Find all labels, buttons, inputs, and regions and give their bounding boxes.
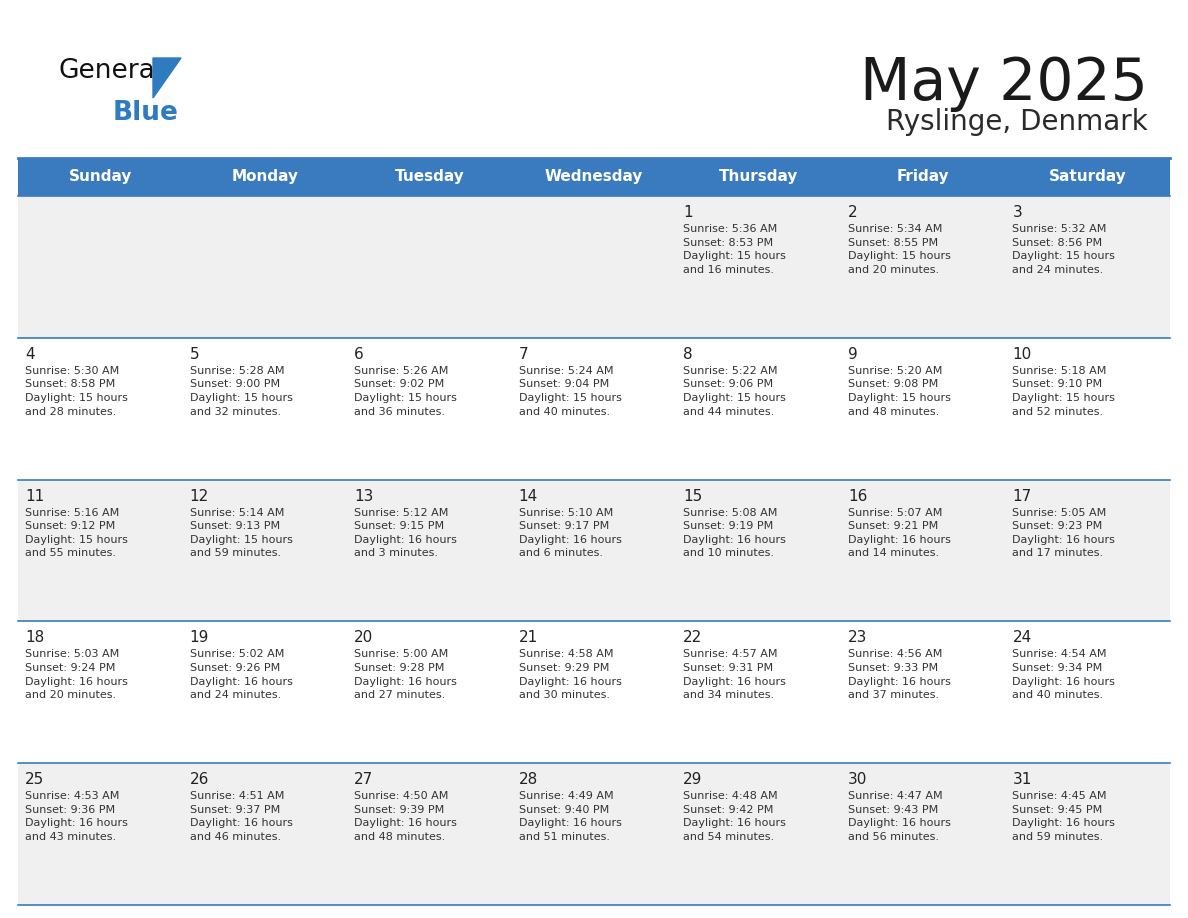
- Text: Sunrise: 4:57 AM
Sunset: 9:31 PM
Daylight: 16 hours
and 34 minutes.: Sunrise: 4:57 AM Sunset: 9:31 PM Dayligh…: [683, 649, 786, 700]
- Text: 5: 5: [190, 347, 200, 362]
- Bar: [183, 158, 347, 196]
- Text: Sunrise: 5:14 AM
Sunset: 9:13 PM
Daylight: 15 hours
and 59 minutes.: Sunrise: 5:14 AM Sunset: 9:13 PM Dayligh…: [190, 508, 292, 558]
- Text: Sunrise: 5:08 AM
Sunset: 9:19 PM
Daylight: 16 hours
and 10 minutes.: Sunrise: 5:08 AM Sunset: 9:19 PM Dayligh…: [683, 508, 786, 558]
- Text: Sunrise: 5:20 AM
Sunset: 9:08 PM
Daylight: 15 hours
and 48 minutes.: Sunrise: 5:20 AM Sunset: 9:08 PM Dayligh…: [848, 365, 950, 417]
- Text: Friday: Friday: [897, 170, 949, 185]
- Bar: [512, 158, 676, 196]
- Text: Sunrise: 5:00 AM
Sunset: 9:28 PM
Daylight: 16 hours
and 27 minutes.: Sunrise: 5:00 AM Sunset: 9:28 PM Dayligh…: [354, 649, 457, 700]
- Text: Sunrise: 4:58 AM
Sunset: 9:29 PM
Daylight: 16 hours
and 30 minutes.: Sunrise: 4:58 AM Sunset: 9:29 PM Dayligh…: [519, 649, 621, 700]
- Text: 17: 17: [1012, 488, 1031, 504]
- Text: 24: 24: [1012, 631, 1031, 645]
- Text: Sunrise: 5:36 AM
Sunset: 8:53 PM
Daylight: 15 hours
and 16 minutes.: Sunrise: 5:36 AM Sunset: 8:53 PM Dayligh…: [683, 224, 786, 274]
- Text: Sunrise: 4:51 AM
Sunset: 9:37 PM
Daylight: 16 hours
and 46 minutes.: Sunrise: 4:51 AM Sunset: 9:37 PM Dayligh…: [190, 791, 292, 842]
- Text: May 2025: May 2025: [860, 55, 1148, 112]
- Bar: [18, 196, 1170, 338]
- Text: 20: 20: [354, 631, 373, 645]
- Text: 21: 21: [519, 631, 538, 645]
- Bar: [18, 621, 1170, 763]
- Text: 18: 18: [25, 631, 44, 645]
- Text: Sunrise: 4:54 AM
Sunset: 9:34 PM
Daylight: 16 hours
and 40 minutes.: Sunrise: 4:54 AM Sunset: 9:34 PM Dayligh…: [1012, 649, 1116, 700]
- Text: 31: 31: [1012, 772, 1032, 788]
- Text: 10: 10: [1012, 347, 1031, 362]
- Text: 11: 11: [25, 488, 44, 504]
- Text: Sunrise: 4:47 AM
Sunset: 9:43 PM
Daylight: 16 hours
and 56 minutes.: Sunrise: 4:47 AM Sunset: 9:43 PM Dayligh…: [848, 791, 950, 842]
- Text: Sunrise: 5:10 AM
Sunset: 9:17 PM
Daylight: 16 hours
and 6 minutes.: Sunrise: 5:10 AM Sunset: 9:17 PM Dayligh…: [519, 508, 621, 558]
- Text: Sunrise: 5:05 AM
Sunset: 9:23 PM
Daylight: 16 hours
and 17 minutes.: Sunrise: 5:05 AM Sunset: 9:23 PM Dayligh…: [1012, 508, 1116, 558]
- Text: 4: 4: [25, 347, 34, 362]
- Text: Sunrise: 5:12 AM
Sunset: 9:15 PM
Daylight: 16 hours
and 3 minutes.: Sunrise: 5:12 AM Sunset: 9:15 PM Dayligh…: [354, 508, 457, 558]
- Bar: [18, 479, 1170, 621]
- Text: Sunrise: 4:53 AM
Sunset: 9:36 PM
Daylight: 16 hours
and 43 minutes.: Sunrise: 4:53 AM Sunset: 9:36 PM Dayligh…: [25, 791, 128, 842]
- Text: Blue: Blue: [113, 100, 179, 126]
- Text: Sunrise: 5:16 AM
Sunset: 9:12 PM
Daylight: 15 hours
and 55 minutes.: Sunrise: 5:16 AM Sunset: 9:12 PM Dayligh…: [25, 508, 128, 558]
- Text: 19: 19: [190, 631, 209, 645]
- Text: 3: 3: [1012, 205, 1022, 220]
- Text: 29: 29: [683, 772, 702, 788]
- Bar: [1005, 158, 1170, 196]
- Text: Sunrise: 4:45 AM
Sunset: 9:45 PM
Daylight: 16 hours
and 59 minutes.: Sunrise: 4:45 AM Sunset: 9:45 PM Dayligh…: [1012, 791, 1116, 842]
- Text: General: General: [58, 58, 162, 84]
- Text: Sunrise: 5:34 AM
Sunset: 8:55 PM
Daylight: 15 hours
and 20 minutes.: Sunrise: 5:34 AM Sunset: 8:55 PM Dayligh…: [848, 224, 950, 274]
- Text: Thursday: Thursday: [719, 170, 798, 185]
- Bar: [18, 158, 183, 196]
- Polygon shape: [153, 58, 181, 98]
- Text: Sunrise: 4:49 AM
Sunset: 9:40 PM
Daylight: 16 hours
and 51 minutes.: Sunrise: 4:49 AM Sunset: 9:40 PM Dayligh…: [519, 791, 621, 842]
- Text: 7: 7: [519, 347, 529, 362]
- Bar: [18, 763, 1170, 905]
- Bar: [18, 338, 1170, 479]
- Text: Monday: Monday: [232, 170, 298, 185]
- Text: 9: 9: [848, 347, 858, 362]
- Text: Sunday: Sunday: [69, 170, 132, 185]
- Text: Sunrise: 5:32 AM
Sunset: 8:56 PM
Daylight: 15 hours
and 24 minutes.: Sunrise: 5:32 AM Sunset: 8:56 PM Dayligh…: [1012, 224, 1116, 274]
- Text: 16: 16: [848, 488, 867, 504]
- Text: Sunrise: 5:03 AM
Sunset: 9:24 PM
Daylight: 16 hours
and 20 minutes.: Sunrise: 5:03 AM Sunset: 9:24 PM Dayligh…: [25, 649, 128, 700]
- Text: Sunrise: 5:30 AM
Sunset: 8:58 PM
Daylight: 15 hours
and 28 minutes.: Sunrise: 5:30 AM Sunset: 8:58 PM Dayligh…: [25, 365, 128, 417]
- Text: Sunrise: 5:02 AM
Sunset: 9:26 PM
Daylight: 16 hours
and 24 minutes.: Sunrise: 5:02 AM Sunset: 9:26 PM Dayligh…: [190, 649, 292, 700]
- Text: Sunrise: 5:22 AM
Sunset: 9:06 PM
Daylight: 15 hours
and 44 minutes.: Sunrise: 5:22 AM Sunset: 9:06 PM Dayligh…: [683, 365, 786, 417]
- Bar: [347, 158, 512, 196]
- Text: Sunrise: 4:50 AM
Sunset: 9:39 PM
Daylight: 16 hours
and 48 minutes.: Sunrise: 4:50 AM Sunset: 9:39 PM Dayligh…: [354, 791, 457, 842]
- Text: Sunrise: 4:48 AM
Sunset: 9:42 PM
Daylight: 16 hours
and 54 minutes.: Sunrise: 4:48 AM Sunset: 9:42 PM Dayligh…: [683, 791, 786, 842]
- Text: Sunrise: 5:24 AM
Sunset: 9:04 PM
Daylight: 15 hours
and 40 minutes.: Sunrise: 5:24 AM Sunset: 9:04 PM Dayligh…: [519, 365, 621, 417]
- Text: 15: 15: [683, 488, 702, 504]
- Text: 28: 28: [519, 772, 538, 788]
- Text: Ryslinge, Denmark: Ryslinge, Denmark: [886, 108, 1148, 136]
- Text: Sunrise: 5:28 AM
Sunset: 9:00 PM
Daylight: 15 hours
and 32 minutes.: Sunrise: 5:28 AM Sunset: 9:00 PM Dayligh…: [190, 365, 292, 417]
- Text: Sunrise: 5:26 AM
Sunset: 9:02 PM
Daylight: 15 hours
and 36 minutes.: Sunrise: 5:26 AM Sunset: 9:02 PM Dayligh…: [354, 365, 457, 417]
- Text: Wednesday: Wednesday: [545, 170, 643, 185]
- Text: Saturday: Saturday: [1049, 170, 1126, 185]
- Text: 27: 27: [354, 772, 373, 788]
- Text: 13: 13: [354, 488, 373, 504]
- Text: Sunrise: 4:56 AM
Sunset: 9:33 PM
Daylight: 16 hours
and 37 minutes.: Sunrise: 4:56 AM Sunset: 9:33 PM Dayligh…: [848, 649, 950, 700]
- Text: Sunrise: 5:07 AM
Sunset: 9:21 PM
Daylight: 16 hours
and 14 minutes.: Sunrise: 5:07 AM Sunset: 9:21 PM Dayligh…: [848, 508, 950, 558]
- Text: 6: 6: [354, 347, 364, 362]
- Bar: [676, 158, 841, 196]
- Text: 22: 22: [683, 631, 702, 645]
- Text: 25: 25: [25, 772, 44, 788]
- Text: 12: 12: [190, 488, 209, 504]
- Text: Tuesday: Tuesday: [394, 170, 465, 185]
- Text: 8: 8: [683, 347, 693, 362]
- Text: 30: 30: [848, 772, 867, 788]
- Text: Sunrise: 5:18 AM
Sunset: 9:10 PM
Daylight: 15 hours
and 52 minutes.: Sunrise: 5:18 AM Sunset: 9:10 PM Dayligh…: [1012, 365, 1116, 417]
- Bar: [841, 158, 1005, 196]
- Text: 14: 14: [519, 488, 538, 504]
- Text: 1: 1: [683, 205, 693, 220]
- Text: 23: 23: [848, 631, 867, 645]
- Text: 26: 26: [190, 772, 209, 788]
- Text: 2: 2: [848, 205, 858, 220]
